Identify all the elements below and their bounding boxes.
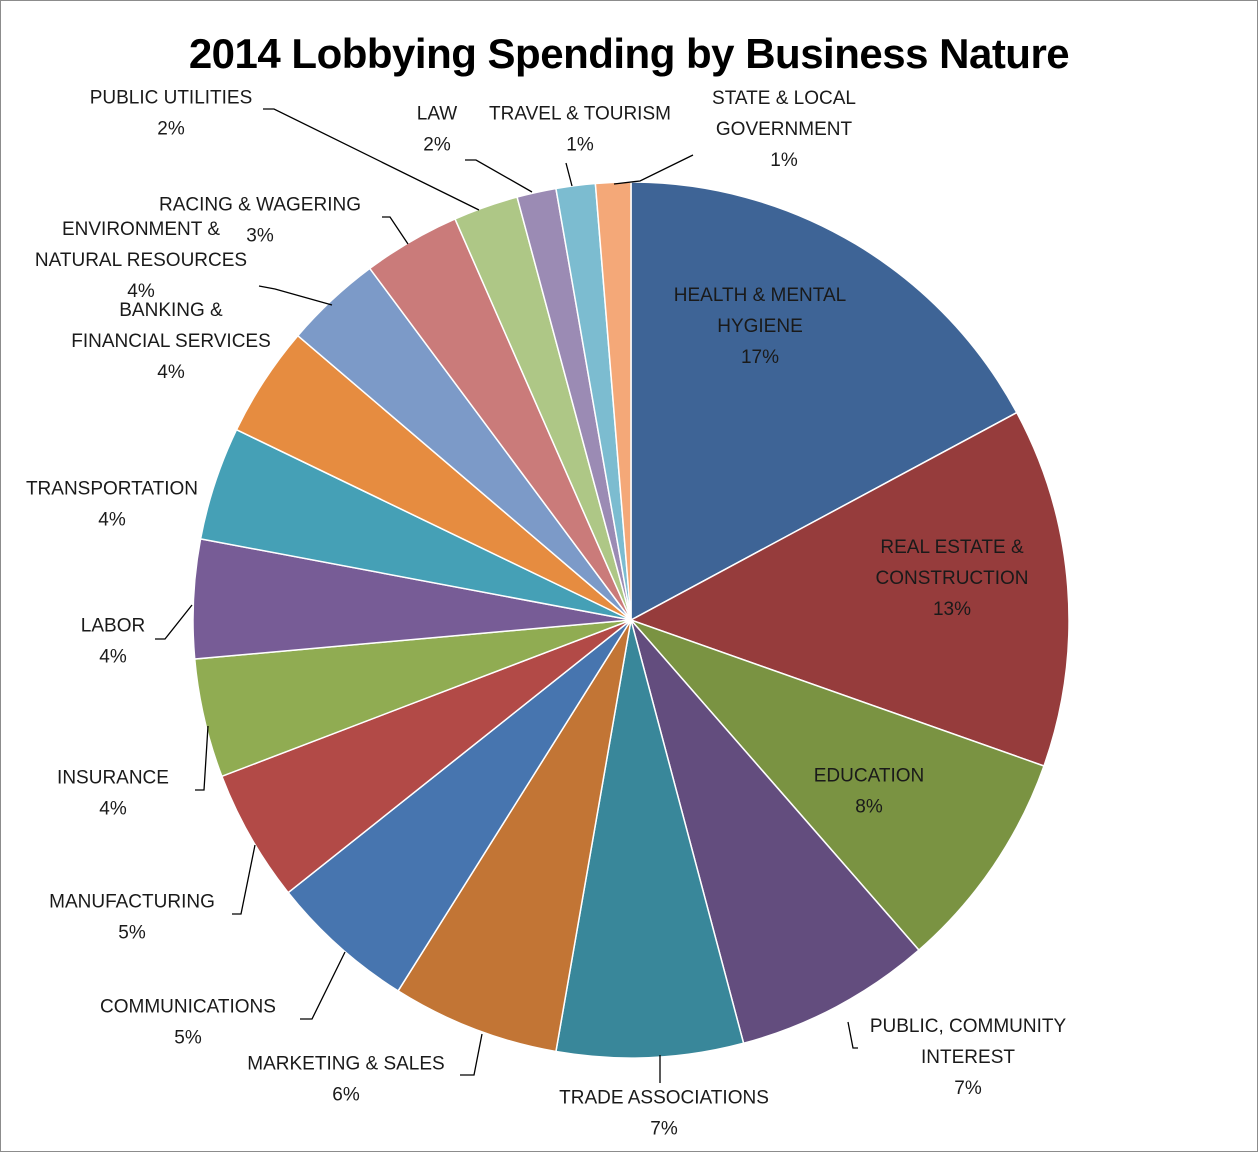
pie-slice — [630, 181, 1018, 622]
slice-label: EDUCATION 8% — [814, 766, 924, 818]
slice-label: STATE & LOCAL GOVERNMENT 1% — [712, 88, 856, 171]
leader-line — [155, 604, 193, 640]
slice-label: LAW 2% — [417, 104, 458, 156]
pie-slice — [555, 619, 745, 1059]
slice-label: LABOR 4% — [81, 616, 145, 668]
leader-line — [195, 725, 209, 791]
slice-label: PUBLIC UTILITIES 2% — [90, 88, 253, 140]
leader-line — [460, 1033, 483, 1076]
leader-line — [300, 951, 346, 1020]
slice-label: COMMUNICATIONS 5% — [100, 997, 276, 1049]
pie-slice — [397, 619, 632, 1053]
leader-line — [847, 1021, 858, 1049]
slice-label: RACING & WAGERING 3% — [159, 195, 361, 247]
leader-line — [263, 108, 480, 211]
slice-label: REAL ESTATE & CONSTRUCTION 13% — [875, 537, 1028, 620]
pie-slice — [287, 619, 632, 992]
leader-line — [258, 285, 333, 306]
slice-label: BANKING & FINANCIAL SERVICES 4% — [71, 300, 271, 383]
slice-label: MARKETING & SALES 6% — [247, 1054, 444, 1106]
slice-label: MANUFACTURING 5% — [49, 892, 215, 944]
slice-label: TRANSPORTATION 4% — [26, 479, 198, 531]
leader-line — [565, 162, 573, 187]
slice-label: ENVIRONMENT & NATURAL RESOURCES 4% — [35, 219, 247, 302]
pie-slice — [628, 618, 1045, 952]
pie-slice — [629, 411, 1070, 767]
slice-label: PUBLIC, COMMUNITY INTEREST 7% — [870, 1016, 1067, 1099]
slice-label: TRADE ASSOCIATIONS 7% — [559, 1088, 769, 1140]
chart-title: 2014 Lobbying Spending by Business Natur… — [188, 30, 1070, 77]
leader-line — [465, 159, 533, 193]
slice-label: TRAVEL & TOURISM 1% — [489, 104, 671, 156]
pie-slice — [630, 619, 920, 1045]
leader-line — [232, 844, 256, 915]
slice-label: INSURANCE 4% — [57, 768, 169, 820]
slice-label: HEALTH & MENTAL HYGIENE 17% — [674, 285, 846, 368]
leader-line — [382, 216, 409, 245]
leader-line — [613, 154, 694, 185]
